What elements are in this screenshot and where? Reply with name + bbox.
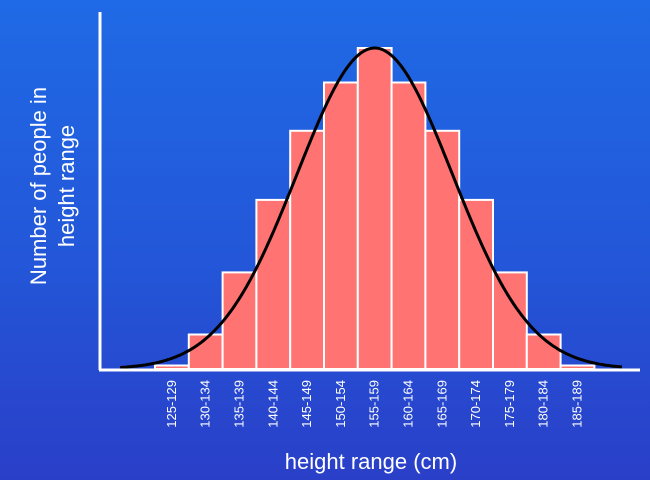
y-axis-title: Number of people in height range [26, 87, 79, 285]
x-tick-labels: 125-129 130-134 135-139 140-144 145-149 150-1… [164, 380, 585, 428]
x-tick-label: 185-189 [570, 380, 585, 428]
bar-185-189 [559, 364, 596, 370]
x-tick-label: 165-169 [434, 380, 449, 428]
x-tick-label: 135-139 [232, 380, 247, 428]
bar-145-149 [289, 129, 326, 370]
bar-155-159 [356, 47, 393, 370]
bars-group [154, 47, 596, 370]
x-tick-label: 170-174 [468, 380, 483, 428]
x-tick-label: 180-184 [536, 380, 551, 428]
x-tick-label: 140-144 [265, 380, 280, 428]
x-tick-label: 155-159 [367, 380, 382, 428]
bar-175-179 [492, 271, 528, 370]
x-tick-label: 130-134 [198, 380, 213, 428]
x-tick-label: 150-154 [333, 380, 348, 428]
bar-165-169 [424, 129, 461, 370]
x-tick-label: 125-129 [164, 380, 179, 428]
bar-160-164 [390, 81, 427, 370]
y-axis-title-line-2: height range [54, 125, 79, 247]
bar-135-139 [221, 271, 258, 370]
normal-curve [119, 46, 623, 369]
x-tick-label: 175-179 [502, 380, 517, 428]
x-tick-label: 160-164 [401, 380, 416, 428]
bar-140-144 [255, 198, 292, 370]
x-tick-label: 145-149 [299, 380, 314, 428]
bar-150-154 [323, 81, 359, 370]
x-axis-title: height range (cm) [285, 449, 457, 474]
bar-170-174 [458, 198, 495, 370]
y-axis-title-line-1: Number of people in [26, 87, 51, 285]
bar-125-129 [154, 364, 190, 370]
